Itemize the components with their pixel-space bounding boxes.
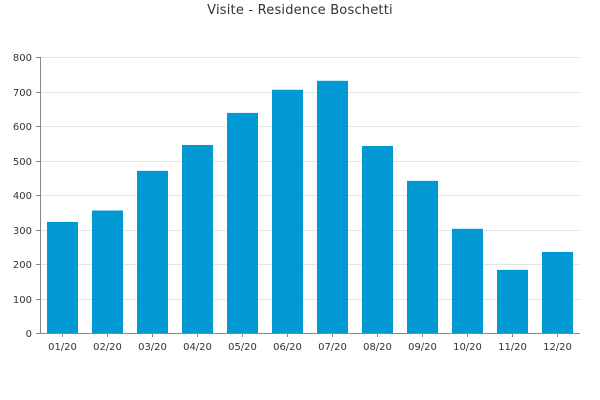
bar-11-20 xyxy=(497,269,528,333)
y-tick-labels: 0 100 200 300 400 500 600 700 800 xyxy=(13,53,32,340)
x-tick-label: 10/20 xyxy=(453,342,482,353)
y-tick-label: 200 xyxy=(13,260,32,271)
bar-08-20 xyxy=(362,146,393,333)
grid-lines xyxy=(40,57,580,300)
x-tick-label: 02/20 xyxy=(93,342,122,353)
x-tick-label: 09/20 xyxy=(408,342,437,353)
x-tick-label: 01/20 xyxy=(48,342,77,353)
x-tick-label: 06/20 xyxy=(273,342,302,353)
bar-03-20 xyxy=(137,170,168,333)
y-tick-label: 300 xyxy=(13,226,32,237)
bar-01-20 xyxy=(47,221,78,333)
x-tick-label: 11/20 xyxy=(498,342,527,353)
bar-07-20 xyxy=(317,80,348,333)
y-tick-label: 400 xyxy=(13,191,32,202)
x-tick-label: 04/20 xyxy=(183,342,212,353)
y-tick-label: 600 xyxy=(13,122,32,133)
bar-05-20 xyxy=(227,112,258,333)
bar-04-20 xyxy=(182,144,213,333)
x-tick-label: 03/20 xyxy=(138,342,167,353)
y-tick-label: 700 xyxy=(13,88,32,99)
axes xyxy=(36,57,580,337)
bar-10-20 xyxy=(452,228,483,333)
y-tick-label: 500 xyxy=(13,157,32,168)
bar-12-20 xyxy=(542,251,573,333)
x-tick-label: 07/20 xyxy=(318,342,347,353)
chart-title: Visite - Residence Boschetti xyxy=(207,3,393,18)
bar-09-20 xyxy=(407,180,438,333)
bar-02-20 xyxy=(92,210,123,333)
x-tick-labels: 01/20 02/20 03/20 04/20 05/20 06/20 07/20 08/20… xyxy=(48,342,572,353)
y-tick-label: 800 xyxy=(13,53,32,64)
y-tick-label: 100 xyxy=(13,295,32,306)
x-tick-label: 12/20 xyxy=(543,342,572,353)
x-tick-label: 05/20 xyxy=(228,342,257,353)
bar-06-20 xyxy=(272,89,303,333)
bars xyxy=(47,80,573,333)
x-tick-label: 08/20 xyxy=(363,342,392,353)
y-tick-label: 0 xyxy=(26,329,32,340)
